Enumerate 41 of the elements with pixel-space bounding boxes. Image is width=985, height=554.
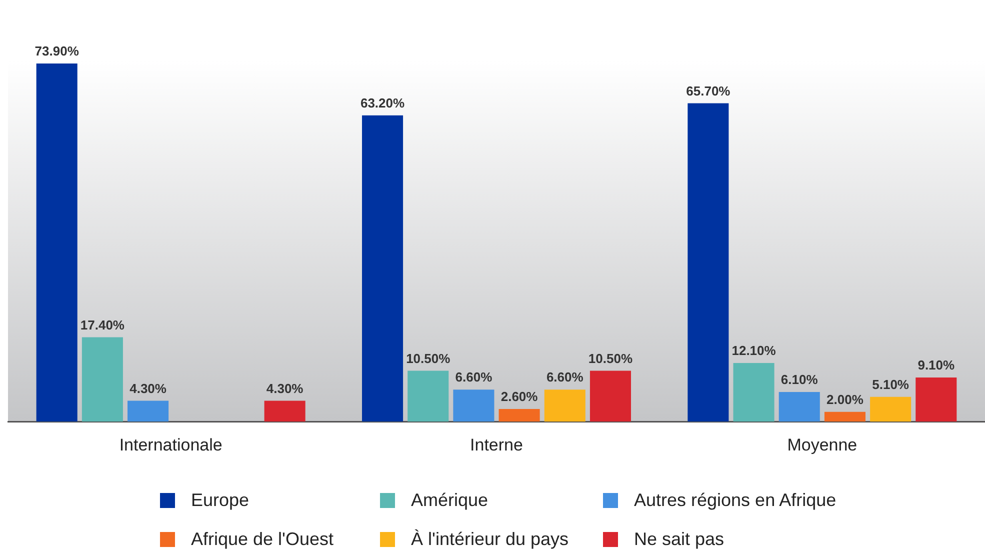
bar xyxy=(408,370,449,422)
x-tick-label: Interne xyxy=(470,435,523,454)
bar xyxy=(128,400,169,422)
data-label: 17.40% xyxy=(80,317,125,332)
x-tick-label: Moyenne xyxy=(787,435,858,454)
bar xyxy=(544,390,586,422)
bar xyxy=(362,115,404,422)
data-label: 4.30% xyxy=(130,380,167,396)
data-label: 65.70% xyxy=(686,83,731,98)
data-label: 6.60% xyxy=(455,370,493,385)
bar xyxy=(498,409,540,422)
bar xyxy=(870,396,912,422)
x-tick-label: Internationale xyxy=(119,435,222,454)
bar xyxy=(590,370,631,422)
legend-label: Amérique xyxy=(411,490,488,511)
bar xyxy=(82,337,123,422)
bar xyxy=(36,64,78,422)
data-label: 6.10% xyxy=(780,372,818,388)
legend-label: Europe xyxy=(191,490,250,511)
bar xyxy=(916,378,957,422)
data-label: 5.10% xyxy=(872,376,910,392)
legend-label: Autres régions en Afrique xyxy=(634,490,836,511)
data-label: 10.50% xyxy=(588,350,633,366)
bar xyxy=(264,400,306,422)
bar xyxy=(688,103,729,422)
data-label: 10.50% xyxy=(406,350,451,366)
data-label: 2.60% xyxy=(500,389,538,404)
data-label: 9.10% xyxy=(918,358,956,373)
data-label: 12.10% xyxy=(732,343,776,358)
legend-label: Ne sait pas xyxy=(634,529,724,550)
legend-label: À l'intérieur du pays xyxy=(411,529,569,550)
bar xyxy=(733,362,774,422)
data-label: 73.90% xyxy=(34,44,80,59)
data-label: 2.00% xyxy=(826,392,864,407)
bar xyxy=(453,390,494,422)
bar xyxy=(824,412,866,422)
data-label: 4.30% xyxy=(266,380,304,396)
data-label: 63.20% xyxy=(360,95,405,110)
bar xyxy=(778,392,820,422)
legend-label: Afrique de l'Ouest xyxy=(191,529,334,550)
data-label: 6.60% xyxy=(546,370,584,385)
